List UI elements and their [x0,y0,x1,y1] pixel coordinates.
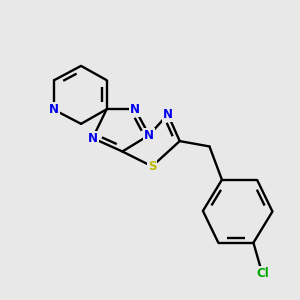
Text: N: N [163,108,173,121]
Text: N: N [144,129,154,142]
Text: N: N [88,132,98,145]
Text: S: S [148,160,156,173]
Text: Cl: Cl [256,267,269,280]
Text: N: N [130,103,140,116]
Text: N: N [49,103,59,116]
